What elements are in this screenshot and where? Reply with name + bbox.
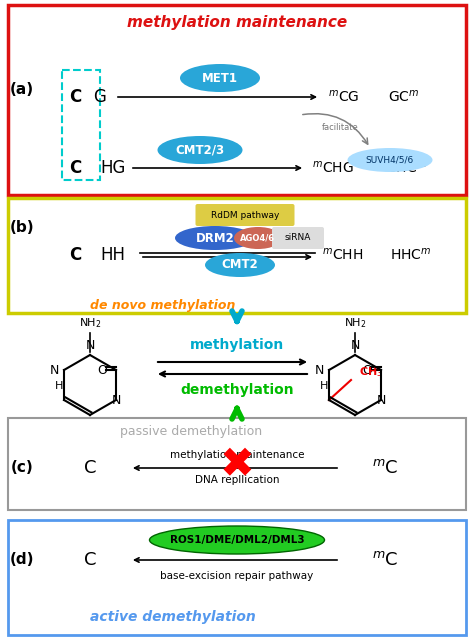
Text: G: G xyxy=(93,88,107,106)
Text: C: C xyxy=(69,159,81,177)
Text: C: C xyxy=(84,459,96,477)
Text: N: N xyxy=(376,394,386,406)
Text: $^m$C: $^m$C xyxy=(372,459,398,477)
Text: methylation maintenance: methylation maintenance xyxy=(170,450,304,460)
Text: C: C xyxy=(84,551,96,569)
Ellipse shape xyxy=(180,64,260,92)
Text: C: C xyxy=(69,246,81,264)
Text: N: N xyxy=(350,339,360,352)
Text: methylation maintenance: methylation maintenance xyxy=(127,15,347,30)
Ellipse shape xyxy=(234,227,282,249)
Text: N: N xyxy=(50,363,59,377)
Text: GHC$^m$: GHC$^m$ xyxy=(385,160,427,176)
Text: HG: HG xyxy=(100,159,126,177)
Text: (b): (b) xyxy=(9,221,34,235)
Text: ✖: ✖ xyxy=(219,444,255,486)
Text: AGO4/6: AGO4/6 xyxy=(240,233,275,242)
Text: methylation: methylation xyxy=(190,338,284,352)
Text: O: O xyxy=(97,363,107,377)
Text: H: H xyxy=(55,381,63,391)
Text: RdDM pathway: RdDM pathway xyxy=(211,210,279,219)
Text: $^m$C: $^m$C xyxy=(372,551,398,569)
Ellipse shape xyxy=(175,226,255,250)
Text: MET1: MET1 xyxy=(202,71,238,84)
Text: SUVH4/5/6: SUVH4/5/6 xyxy=(366,156,414,165)
Ellipse shape xyxy=(205,253,275,277)
Text: $^m$CHG: $^m$CHG xyxy=(312,160,354,176)
Text: DRM2: DRM2 xyxy=(196,231,234,244)
Text: H: H xyxy=(320,381,328,391)
Text: N: N xyxy=(111,394,121,406)
Ellipse shape xyxy=(157,136,243,164)
Text: $^m$CHH: $^m$CHH xyxy=(322,247,363,263)
Text: siRNA: siRNA xyxy=(285,233,311,242)
FancyBboxPatch shape xyxy=(272,227,324,249)
Text: CMT2: CMT2 xyxy=(222,258,258,271)
Text: N: N xyxy=(85,339,95,352)
Text: CH$_3$: CH$_3$ xyxy=(359,365,383,379)
Text: GC$^m$: GC$^m$ xyxy=(388,89,419,105)
Text: demethylation: demethylation xyxy=(180,383,294,397)
Text: N: N xyxy=(315,363,324,377)
Text: NH$_2$: NH$_2$ xyxy=(344,316,366,330)
Text: $^m$CG: $^m$CG xyxy=(328,89,359,105)
Text: ROS1/DME/DML2/DML3: ROS1/DME/DML2/DML3 xyxy=(170,535,304,545)
Text: DNA repllication: DNA repllication xyxy=(195,475,279,485)
Text: (d): (d) xyxy=(10,552,34,568)
Text: passive demethylation: passive demethylation xyxy=(120,426,262,439)
Text: base-excision repair pathway: base-excision repair pathway xyxy=(160,571,314,581)
Text: HH: HH xyxy=(100,246,125,264)
Ellipse shape xyxy=(347,148,432,172)
Text: HHC$^m$: HHC$^m$ xyxy=(390,247,431,263)
Text: active demethylation: active demethylation xyxy=(90,610,256,624)
Text: C: C xyxy=(69,88,81,106)
Text: de novo methylation: de novo methylation xyxy=(90,298,236,311)
Text: facilitate: facilitate xyxy=(322,123,358,132)
Text: (c): (c) xyxy=(10,460,33,476)
Text: NH$_2$: NH$_2$ xyxy=(79,316,101,330)
Text: (a): (a) xyxy=(10,82,34,98)
FancyBboxPatch shape xyxy=(195,204,294,226)
Ellipse shape xyxy=(149,526,325,554)
Text: O: O xyxy=(362,363,372,377)
Text: CMT2/3: CMT2/3 xyxy=(175,143,225,156)
